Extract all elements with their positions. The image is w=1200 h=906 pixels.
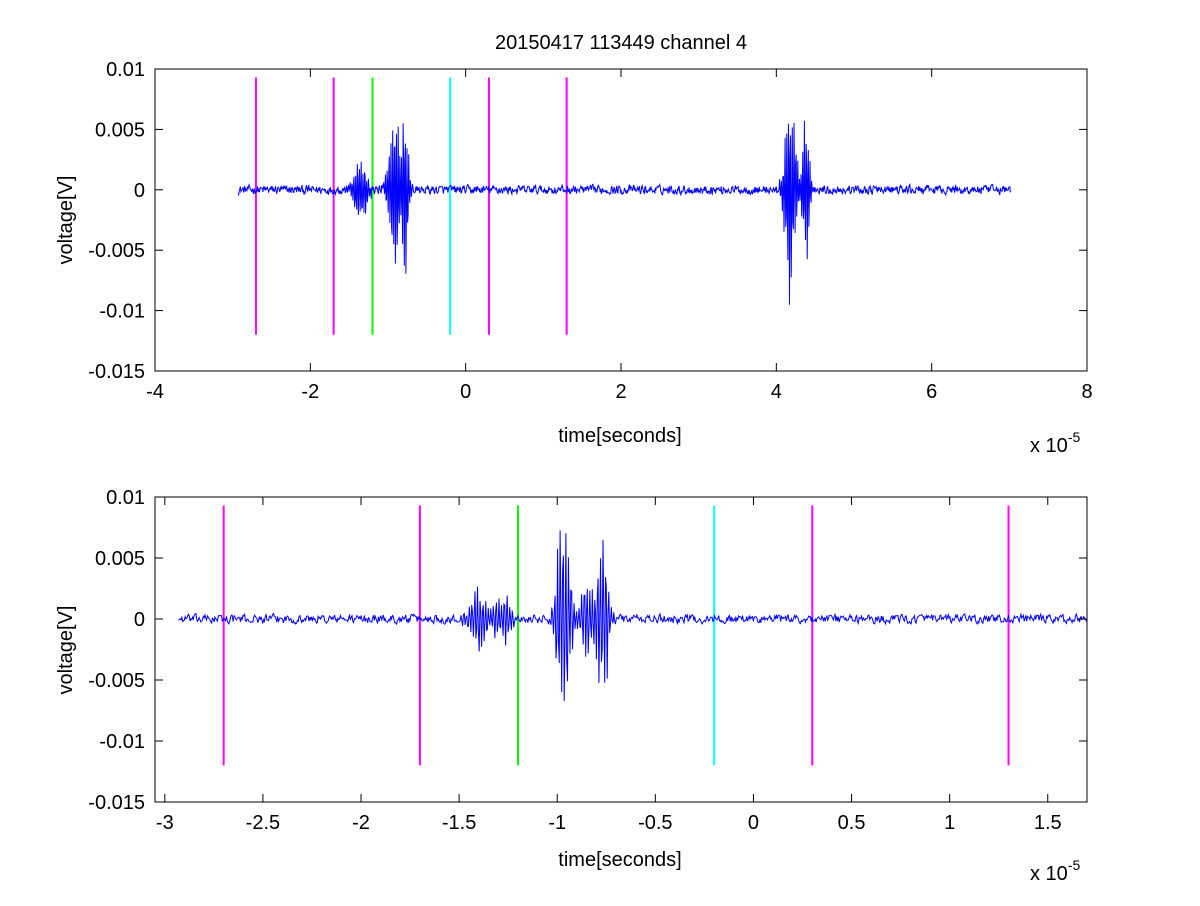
top-plot-signal (237, 120, 1012, 305)
top-plot-ylabel: voltage[V] (55, 176, 77, 265)
top-plot: -4 -2 0 2 4 6 8 0.01 0.005 0 -0.005 -0.01 -0.015 ti… (55, 59, 1093, 457)
bottom-plot-xlabel: time[seconds] (558, 849, 681, 871)
bottom-plot-y-tick-label: 0.01 (106, 487, 145, 509)
bottom-plot-x-ticks: -3 -2.5 -2 -1.5 -1 -0.5 0 0.5 1 1.5 (156, 497, 1062, 834)
top-plot-y-tick-label: 0.01 (106, 59, 145, 81)
bottom-plot-x-tick-label: -1 (548, 812, 566, 834)
top-plot-x-ticks: -4 -2 0 2 4 6 8 (146, 69, 1093, 403)
top-plot-markers (254, 77, 568, 335)
top-plot-x-exponent: x 10-5 (1030, 429, 1080, 457)
bottom-plot-x-tick-label: -2.5 (246, 812, 280, 834)
top-plot-x-tick-label: 4 (771, 381, 782, 403)
bottom-plot-x-tick-label: 0 (748, 812, 759, 834)
top-plot-x-tick-label: 6 (926, 381, 937, 403)
bottom-plot-ylabel: voltage[V] (55, 606, 77, 695)
bottom-plot-x-exponent-power: -5 (1068, 857, 1081, 873)
top-plot-x-tick-label: 0 (460, 381, 471, 403)
top-plot-x-tick-label: 2 (615, 381, 626, 403)
bottom-plot-y-tick-label: 0 (134, 609, 145, 631)
bottom-plot-y-ticks: 0.01 0.005 0 -0.005 -0.01 -0.015 (88, 487, 1087, 814)
bottom-plot-y-tick-label: -0.015 (88, 792, 145, 814)
bottom-plot-x-tick-label: -2 (352, 812, 370, 834)
bottom-plot-signal (178, 530, 1088, 702)
bottom-plot-x-exponent: x 10-5 (1030, 857, 1080, 885)
top-plot-xlabel: time[seconds] (558, 425, 681, 447)
bottom-plot-x-tick-label: -0.5 (638, 812, 672, 834)
figure-title: 20150417 113449 channel 4 (495, 32, 747, 54)
bottom-plot: -3 -2.5 -2 -1.5 -1 -0.5 0 0.5 1 1.5 0.01 0.005 0 -0.… (55, 487, 1088, 885)
bottom-plot-x-tick-label: -3 (156, 812, 174, 834)
bottom-plot-y-tick-label: -0.01 (99, 731, 145, 753)
top-plot-y-tick-label: -0.01 (99, 301, 145, 323)
bottom-plot-x-tick-label: 1.5 (1034, 812, 1062, 834)
bottom-plot-signal-line (178, 530, 1088, 702)
top-plot-x-exponent-power: -5 (1068, 429, 1081, 445)
top-plot-x-tick-label: -4 (146, 381, 164, 403)
bottom-plot-x-tick-label: 0.5 (838, 812, 866, 834)
top-plot-y-tick-label: 0 (134, 180, 145, 202)
top-plot-y-tick-label: 0.005 (95, 119, 145, 141)
top-plot-y-tick-label: -0.015 (88, 361, 145, 383)
top-plot-x-tick-label: -2 (301, 381, 319, 403)
top-plot-y-ticks: 0.01 0.005 0 -0.005 -0.01 -0.015 (88, 59, 1087, 383)
bottom-plot-y-tick-label: 0.005 (95, 548, 145, 570)
bottom-plot-x-tick-label: -1.5 (442, 812, 476, 834)
top-plot-signal-line (237, 120, 1012, 305)
bottom-plot-markers (222, 505, 1010, 766)
top-plot-y-tick-label: -0.005 (88, 240, 145, 262)
bottom-plot-frame (154, 496, 1088, 803)
top-plot-x-tick-label: 8 (1081, 381, 1092, 403)
bottom-plot-y-tick-label: -0.005 (88, 670, 145, 692)
top-plot-frame (154, 68, 1088, 372)
bottom-plot-x-tick-label: 1 (944, 812, 955, 834)
